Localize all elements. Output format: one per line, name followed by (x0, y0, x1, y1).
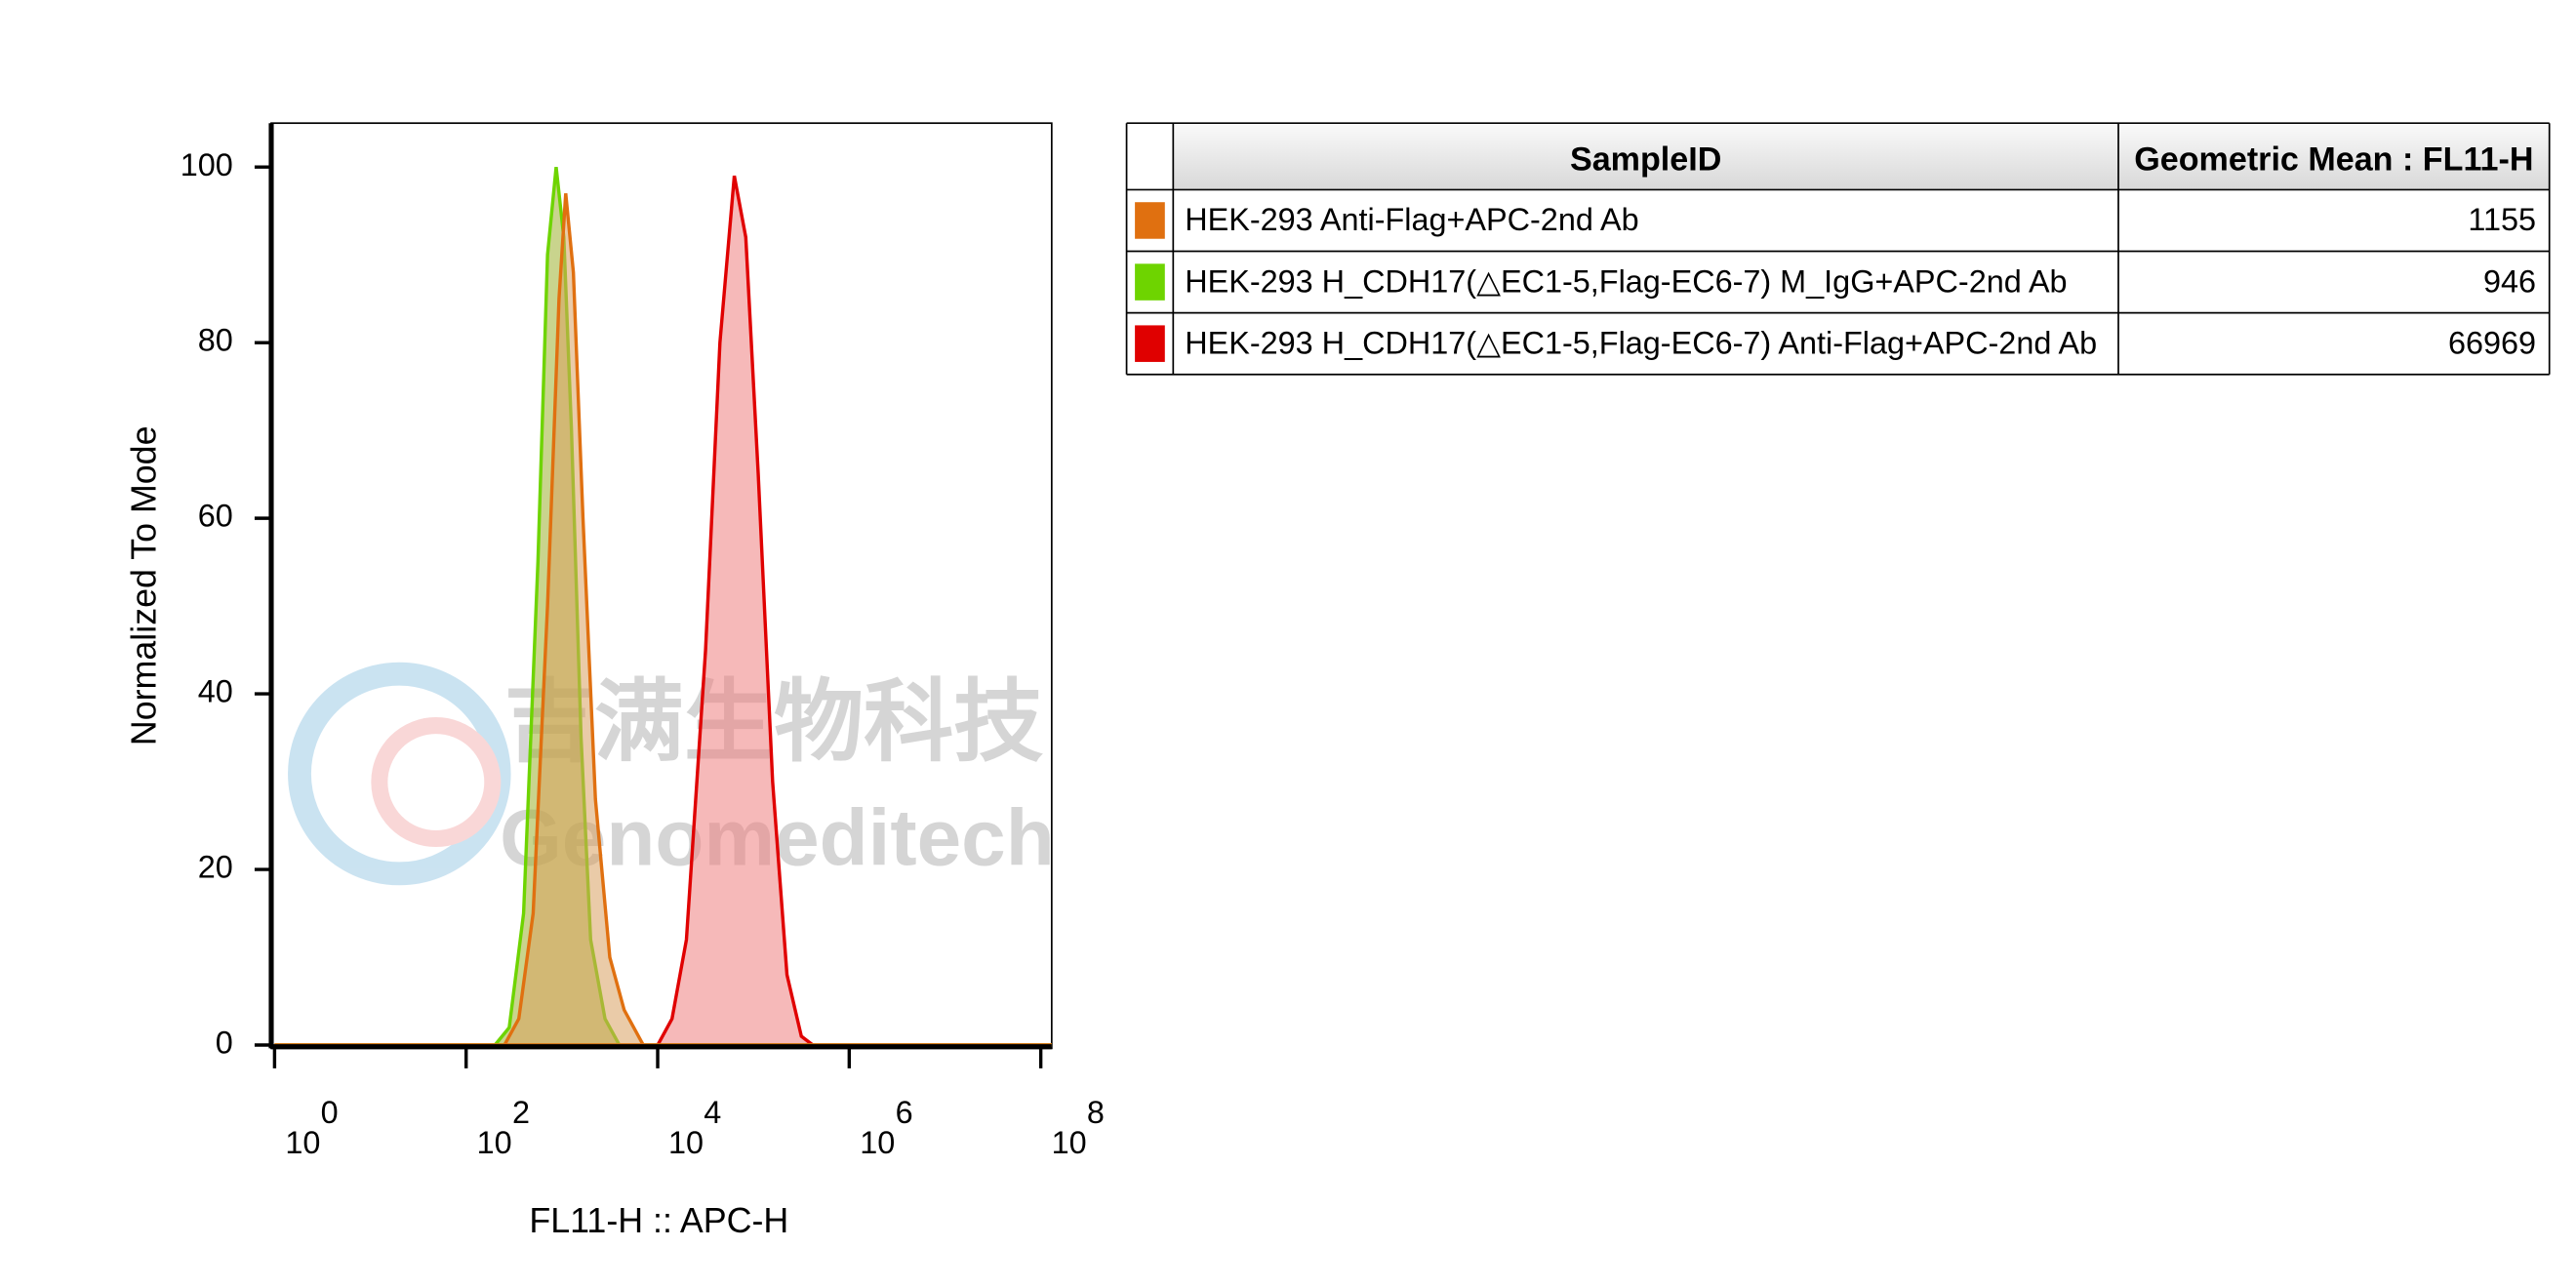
y-tick-label: 0 (216, 1026, 233, 1061)
x-tick-label: 10 (477, 1125, 512, 1160)
legend-swatch (1135, 325, 1165, 362)
watermark-logo (371, 717, 502, 848)
histogram-area (274, 175, 1052, 1047)
y-tick-label: 20 (198, 850, 233, 885)
y-tick-label: 40 (198, 674, 233, 709)
table-header: SampleID (1570, 141, 1721, 178)
y-axis-label: Normalized To Mode (125, 425, 164, 745)
table-value: 66969 (2448, 325, 2536, 360)
watermark-logo (288, 662, 511, 886)
legend-label: HEK-293 H_CDH17(△EC1-5,Flag-EC6-7) M_IgG… (1185, 263, 2067, 299)
y-tick-label: 60 (198, 499, 233, 534)
x-tick-exponent: 4 (704, 1095, 721, 1130)
histogram-area (274, 193, 1052, 1047)
table-value: 946 (2483, 263, 2536, 299)
watermark: 吉满生物科技 Genomeditech (288, 662, 1055, 886)
x-tick-label: 10 (285, 1125, 320, 1160)
x-tick-label: 10 (860, 1125, 895, 1160)
legend-label: HEK-293 H_CDH17(△EC1-5,Flag-EC6-7) Anti-… (1185, 325, 2097, 360)
table-header: Geometric Mean : FL11-H (2134, 141, 2533, 178)
table: SampleID Geometric Mean : FL11-H HEK-293 A… (1125, 122, 2551, 376)
table-header-bg (1173, 123, 2550, 190)
x-tick-exponent: 0 (321, 1095, 339, 1130)
x-axis-label: FL11-H :: APC-H (529, 1201, 788, 1240)
histogram-area (274, 167, 1052, 1047)
x-tick-exponent: 2 (512, 1095, 530, 1130)
y-tick-label: 100 (181, 147, 233, 182)
y-tick-label: 80 (198, 323, 233, 358)
legend-label: HEK-293 Anti-Flag+APC-2nd Ab (1185, 202, 1638, 237)
table-value: 1155 (2468, 202, 2536, 237)
plot-frame (270, 122, 1053, 1050)
x-tick-exponent: 6 (896, 1095, 913, 1130)
legend-swatch (1135, 202, 1165, 239)
x-tick-label: 10 (668, 1125, 704, 1160)
x-tick-exponent: 8 (1087, 1095, 1105, 1130)
legend-swatch (1135, 263, 1165, 301)
x-tick-label: 10 (1052, 1125, 1087, 1160)
